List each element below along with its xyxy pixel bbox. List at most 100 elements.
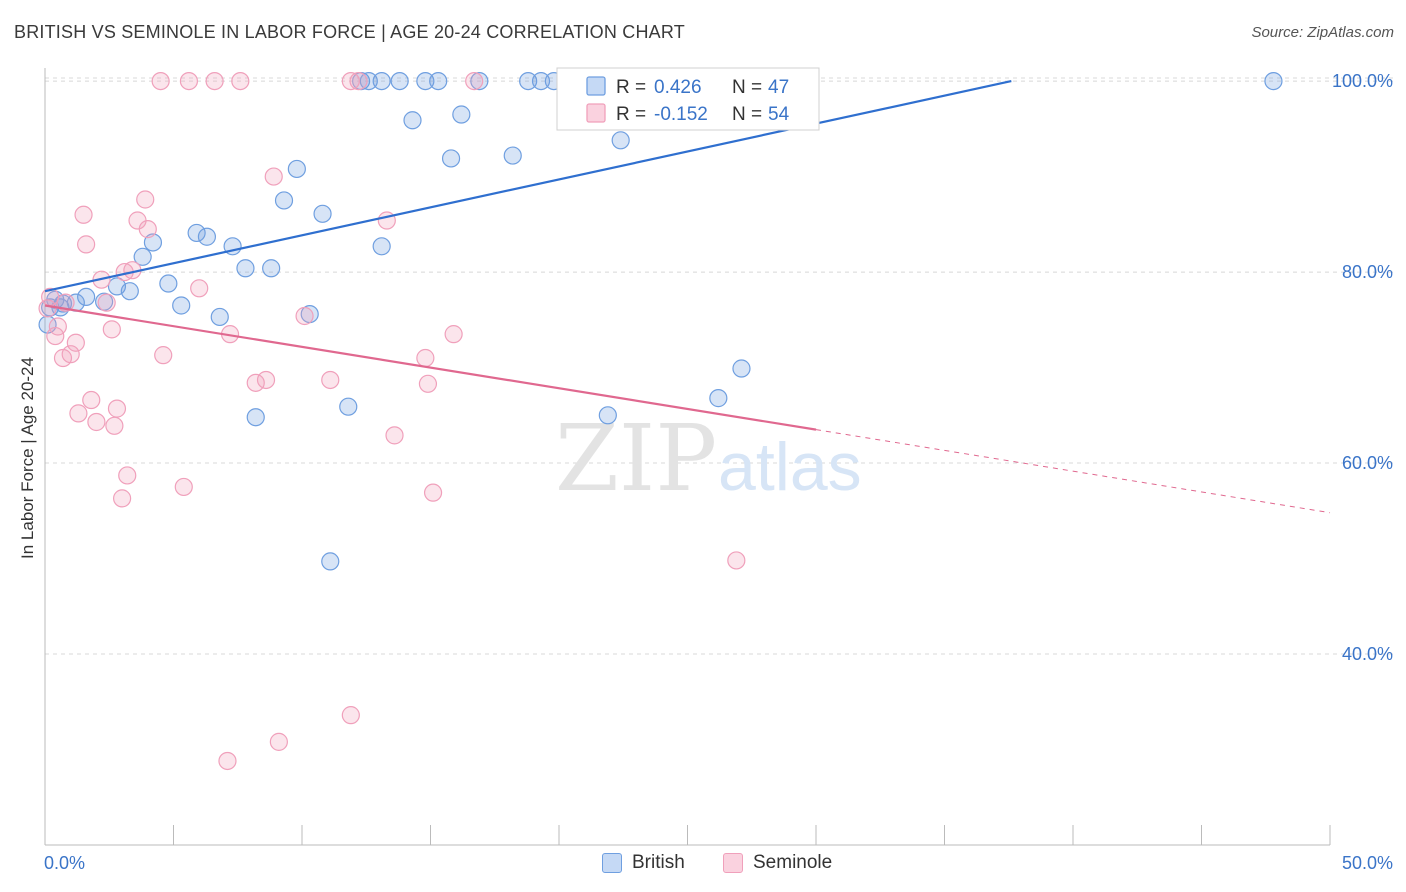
point-seminole-37	[269, 732, 288, 751]
point-british-15	[197, 227, 217, 246]
point-british-42	[598, 406, 617, 425]
point-seminole-5	[56, 293, 75, 312]
trendline-british	[44, 80, 1012, 293]
point-seminole-48	[444, 325, 463, 344]
point-british-24	[313, 204, 332, 223]
point-seminole-31	[218, 751, 237, 771]
point-seminole-25	[151, 71, 170, 91]
point-british-32	[403, 111, 422, 130]
point-seminole-33	[231, 71, 250, 91]
point-seminole-20	[118, 466, 137, 485]
point-seminole-46	[418, 374, 438, 393]
y-tick-label-60: 60.0%	[1342, 453, 1393, 473]
point-seminole-26	[154, 346, 173, 365]
point-british-26	[339, 397, 358, 416]
point-british-20	[262, 259, 281, 278]
stats-r-value-seminole: -0.152	[654, 104, 708, 125]
point-seminole-44	[385, 426, 404, 445]
stats-legend: R = 0.426 N = 47 R = -0.152 N = 54	[556, 67, 820, 131]
stats-r-label-seminole: R =	[616, 104, 646, 125]
x-tick-label-max: 50.0%	[1342, 853, 1393, 873]
point-british-43	[611, 131, 630, 150]
point-seminole-16	[105, 416, 124, 435]
point-seminole-27	[174, 477, 193, 497]
point-seminole-39	[321, 370, 340, 390]
point-seminole-29	[190, 279, 209, 298]
y-axis-label: In Labor Force | Age 20-24	[18, 357, 37, 559]
point-british-29	[372, 71, 391, 91]
legend-label-seminole: Seminole	[753, 852, 833, 873]
point-seminole-23	[136, 190, 155, 209]
point-british-12	[159, 274, 178, 293]
point-british-6	[77, 287, 96, 306]
point-british-40	[531, 71, 551, 91]
point-british-45	[732, 359, 751, 378]
point-british-33	[416, 71, 435, 91]
point-british-10	[133, 247, 152, 266]
point-british-11	[143, 233, 163, 252]
point-seminole-41	[341, 71, 360, 91]
x-tick-label-min: 0.0%	[44, 853, 85, 873]
point-seminole-45	[416, 348, 435, 368]
point-seminole-12	[87, 412, 106, 432]
point-seminole-10	[77, 235, 96, 254]
point-seminole-6	[61, 345, 80, 364]
stats-n-value-seminole: 54	[768, 104, 790, 125]
point-seminole-36	[264, 167, 283, 186]
point-british-30	[372, 237, 391, 256]
point-seminole-49	[465, 71, 484, 91]
stats-n-value-british: 47	[768, 77, 789, 98]
stats-swatch-seminole	[586, 103, 606, 123]
point-british-38	[503, 146, 522, 165]
stats-swatch-british	[586, 76, 606, 96]
chart-source: Source: ZipAtlas.com	[1251, 24, 1394, 41]
point-british-18	[236, 259, 255, 278]
point-british-13	[172, 296, 191, 315]
point-seminole-40	[341, 706, 360, 725]
point-seminole-30	[205, 71, 224, 91]
legend-swatch-seminole	[723, 853, 743, 873]
point-seminole-15	[102, 320, 121, 339]
point-british-46	[1264, 71, 1283, 91]
point-seminole-34	[246, 373, 265, 392]
point-seminole-3	[48, 317, 67, 336]
point-seminole-47	[423, 483, 443, 502]
point-seminole-17	[107, 399, 127, 418]
point-seminole-7	[66, 333, 85, 352]
legend-swatch-british	[602, 853, 622, 873]
point-british-22	[287, 159, 306, 179]
point-british-21	[274, 191, 294, 210]
point-british-39	[519, 71, 538, 91]
point-seminole-9	[74, 205, 93, 224]
point-british-14	[187, 223, 206, 243]
point-british-19	[246, 408, 265, 427]
point-seminole-50	[727, 551, 746, 570]
point-british-28	[359, 71, 378, 91]
point-seminole-42	[349, 71, 368, 91]
point-british-36	[452, 105, 471, 124]
point-seminole-35	[256, 370, 276, 390]
point-seminole-24	[138, 220, 157, 239]
legend-item-british: British	[602, 852, 685, 874]
point-seminole-11	[82, 390, 101, 410]
point-seminole-14	[97, 293, 116, 312]
point-british-9	[120, 282, 139, 301]
stats-n-label-seminole: N =	[732, 104, 762, 125]
point-seminole-38	[295, 306, 314, 326]
trendline-seminole	[44, 304, 817, 431]
watermark-zip: ZIP	[555, 405, 717, 512]
stats-n-label-british: N =	[732, 77, 762, 98]
point-british-25	[321, 552, 340, 571]
legend-label-british: British	[632, 852, 685, 873]
point-british-37	[470, 71, 489, 91]
stats-r-value-british: 0.426	[654, 77, 702, 98]
chart-title: BRITISH VS SEMINOLE IN LABOR FORCE | AGE…	[14, 22, 685, 42]
y-tick-label-40: 40.0%	[1342, 644, 1393, 664]
point-british-44	[709, 389, 728, 408]
point-british-16	[210, 307, 229, 327]
stats-r-label-british: R =	[616, 77, 646, 98]
trendline-seminole-extension	[815, 429, 1331, 514]
series-seminole	[38, 71, 746, 771]
point-seminole-18	[112, 489, 132, 508]
